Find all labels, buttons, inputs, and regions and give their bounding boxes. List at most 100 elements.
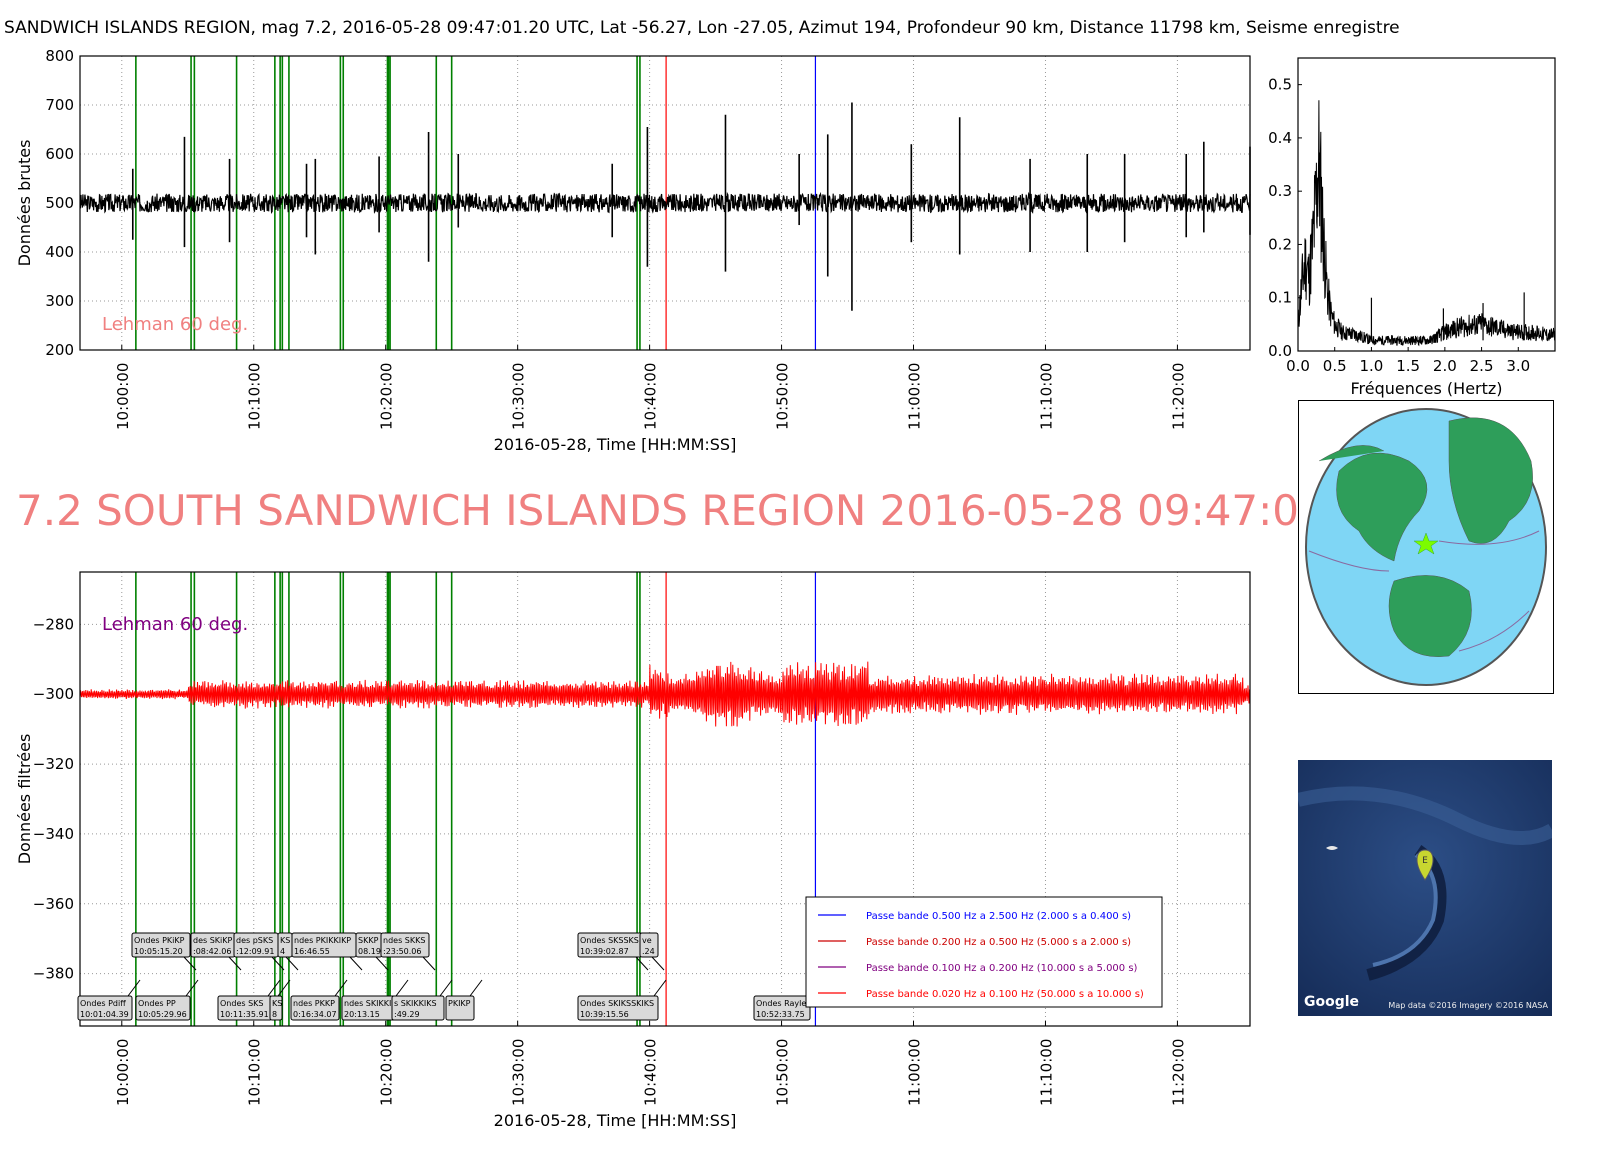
- y-tick-label: 300: [45, 292, 74, 310]
- phase-label-lower: s SKIKKIKS:49.29: [391, 979, 453, 1021]
- phase-label-name: ndes SKKS: [383, 936, 425, 945]
- phase-label-name: KS: [280, 936, 290, 945]
- phase-label-arrow: [469, 979, 483, 997]
- x-tick-label: 10:30:00: [510, 363, 528, 430]
- phase-label-time: 08.19: [358, 947, 381, 956]
- y-tick-label: 700: [45, 96, 74, 114]
- phase-label-arrow: [635, 956, 649, 971]
- phase-label-arrow: [271, 956, 285, 971]
- y-tick-label: 0.0: [1268, 342, 1292, 360]
- y-tick-label: 500: [45, 194, 74, 212]
- phase-label-name: ndes PKKP: [293, 999, 335, 1008]
- phase-label-arrow: [422, 956, 436, 971]
- x-tick-label: 10:50:00: [774, 1039, 792, 1106]
- x-tick-label: 1.0: [1359, 357, 1383, 375]
- phase-label-box: [135, 995, 191, 1021]
- phase-label-name: Ondes Pdiff: [80, 999, 126, 1008]
- phase-label-name: KS: [272, 999, 282, 1008]
- lehman-annotation: Lehman 60 deg.: [102, 614, 248, 635]
- phase-label-arrow: [439, 979, 453, 997]
- phase-label-upper: SKKP 08.19: [355, 932, 389, 971]
- phase-label-time: 16:46.55: [294, 947, 330, 956]
- x-tick-label: 1.5: [1396, 357, 1420, 375]
- y-tick-label: 400: [45, 243, 74, 261]
- y-tick-label: 0.4: [1268, 129, 1292, 147]
- phase-label-arrow: [395, 979, 409, 997]
- y-tick-label: −300: [33, 685, 74, 703]
- antarctica-shape: [1388, 575, 1472, 657]
- x-tick-label: 10:30:00: [510, 1039, 528, 1106]
- south-america-shape: [1336, 452, 1428, 562]
- phase-label-arrow: [277, 979, 291, 997]
- phase-label-time: :23:50.06: [383, 947, 421, 956]
- phase-label-box: [391, 995, 445, 1021]
- x-tick-label: 11:20:00: [1169, 1039, 1187, 1106]
- phase-label-upper: des pSKS:12:09.91: [233, 932, 285, 971]
- y-axis-label: Données brutes: [15, 140, 34, 267]
- phase-label-name: Ondes SKSSKS: [580, 936, 639, 945]
- x-tick-label: 10:20:00: [378, 363, 396, 430]
- phase-label-upper: ve .24: [639, 932, 665, 971]
- map-attribution: Map data ©2016 Imagery ©2016 NASA: [1388, 1001, 1548, 1010]
- phase-label-time: 10:05:15.20: [134, 947, 183, 956]
- phase-label-arrow: [228, 956, 242, 971]
- y-tick-label: 0.1: [1268, 289, 1292, 307]
- x-tick-label: 11:00:00: [906, 1039, 924, 1106]
- x-axis-label: Fréquences (Hertz): [1350, 379, 1502, 398]
- raw-trace-line: [79, 191, 1251, 214]
- y-tick-label: 200: [45, 341, 74, 359]
- x-tick-label: 11:00:00: [906, 363, 924, 430]
- phase-label-time: :12:09.91: [236, 947, 274, 956]
- phase-label-name: ve: [642, 936, 652, 945]
- spectrum-line: [1297, 100, 1556, 347]
- phase-label-time: .24: [642, 947, 655, 956]
- y-axis-label: Données filtrées: [15, 734, 34, 865]
- legend-label: Passe bande 0.500 Hz a 2.500 Hz (2.000 s…: [866, 911, 1131, 922]
- phase-label-box: [445, 995, 475, 1021]
- legend-label: Passe bande 0.100 Hz a 0.200 Hz (10.000 …: [866, 963, 1138, 974]
- phase-label-upper: Ondes SKSSKS 10:39:02.87: [577, 932, 649, 971]
- x-tick-label: 10:40:00: [642, 1039, 660, 1106]
- phase-label-name: Ondes SKS: [220, 999, 263, 1008]
- phase-label-arrow: [285, 956, 299, 971]
- phase-label-box: [753, 995, 811, 1021]
- phase-label-arrow: [653, 979, 667, 997]
- plot-frame: [79, 571, 1251, 1027]
- phase-label-box: [269, 995, 283, 1021]
- phase-label-arrow: [267, 979, 281, 997]
- globe-map: [1305, 408, 1547, 686]
- phase-label-lower: KS 8: [269, 979, 291, 1021]
- x-tick-label: 10:00:00: [114, 1039, 132, 1106]
- phase-label-name: des SKiKP: [193, 936, 233, 945]
- phase-label-lower: Ondes SKS 10:11:35.91: [217, 979, 281, 1021]
- satellite-map: E Google Map data ©2016 Imagery ©2016 NA…: [1298, 760, 1552, 1016]
- page-title: SANDWICH ISLANDS REGION, mag 7.2, 2016-0…: [4, 18, 1400, 38]
- y-tick-label: 0.5: [1268, 76, 1292, 94]
- x-tick-label: 11:20:00: [1169, 363, 1187, 430]
- phase-label-box: [380, 932, 430, 958]
- filtered-trace-line: [79, 661, 1251, 727]
- plot-frame: [1297, 57, 1556, 352]
- plot-frame: [79, 55, 1251, 351]
- phase-label-upper: ndes SKKS :23:50.06: [380, 932, 436, 971]
- y-tick-label: 0.2: [1268, 235, 1292, 253]
- phase-label-box: [577, 995, 659, 1021]
- phase-label-time: 10:39:15.56: [580, 1010, 629, 1019]
- phase-label-name: PKIKP: [448, 999, 471, 1008]
- filtered-seismogram-chart: 10:00:00 10:10:00 10:20:00 10:30:00 10:40:00…: [15, 571, 1251, 1130]
- y-tick-label: −380: [33, 965, 74, 983]
- phase-label-name: Ondes SKIKSSKIKS: [580, 999, 654, 1008]
- phase-label-arrow: [127, 979, 141, 997]
- legend-label: Passe bande 0.200 Hz a 0.500 Hz (5.000 s…: [866, 937, 1131, 948]
- phase-label-time: 0:16:34.07: [293, 1010, 337, 1019]
- lehman-annotation: Lehman 60 deg.: [102, 314, 248, 335]
- phase-label-time: 10:05:29.96: [138, 1010, 187, 1019]
- frequency-spectrum-chart: 0.0 0.5 1.0 1.5 2.0 2.5 3.00.00.10.20.30.40.5F…: [1268, 57, 1556, 398]
- phase-label-arrow: [334, 979, 348, 997]
- phase-label-time: 10:11:35.91: [220, 1010, 269, 1019]
- x-tick-label: 11:10:00: [1037, 1039, 1055, 1106]
- x-tick-label: 0.5: [1323, 357, 1347, 375]
- x-tick-label: 10:10:00: [246, 363, 264, 430]
- phase-label-name: Ondes PP: [138, 999, 176, 1008]
- africa-shape: [1448, 417, 1533, 544]
